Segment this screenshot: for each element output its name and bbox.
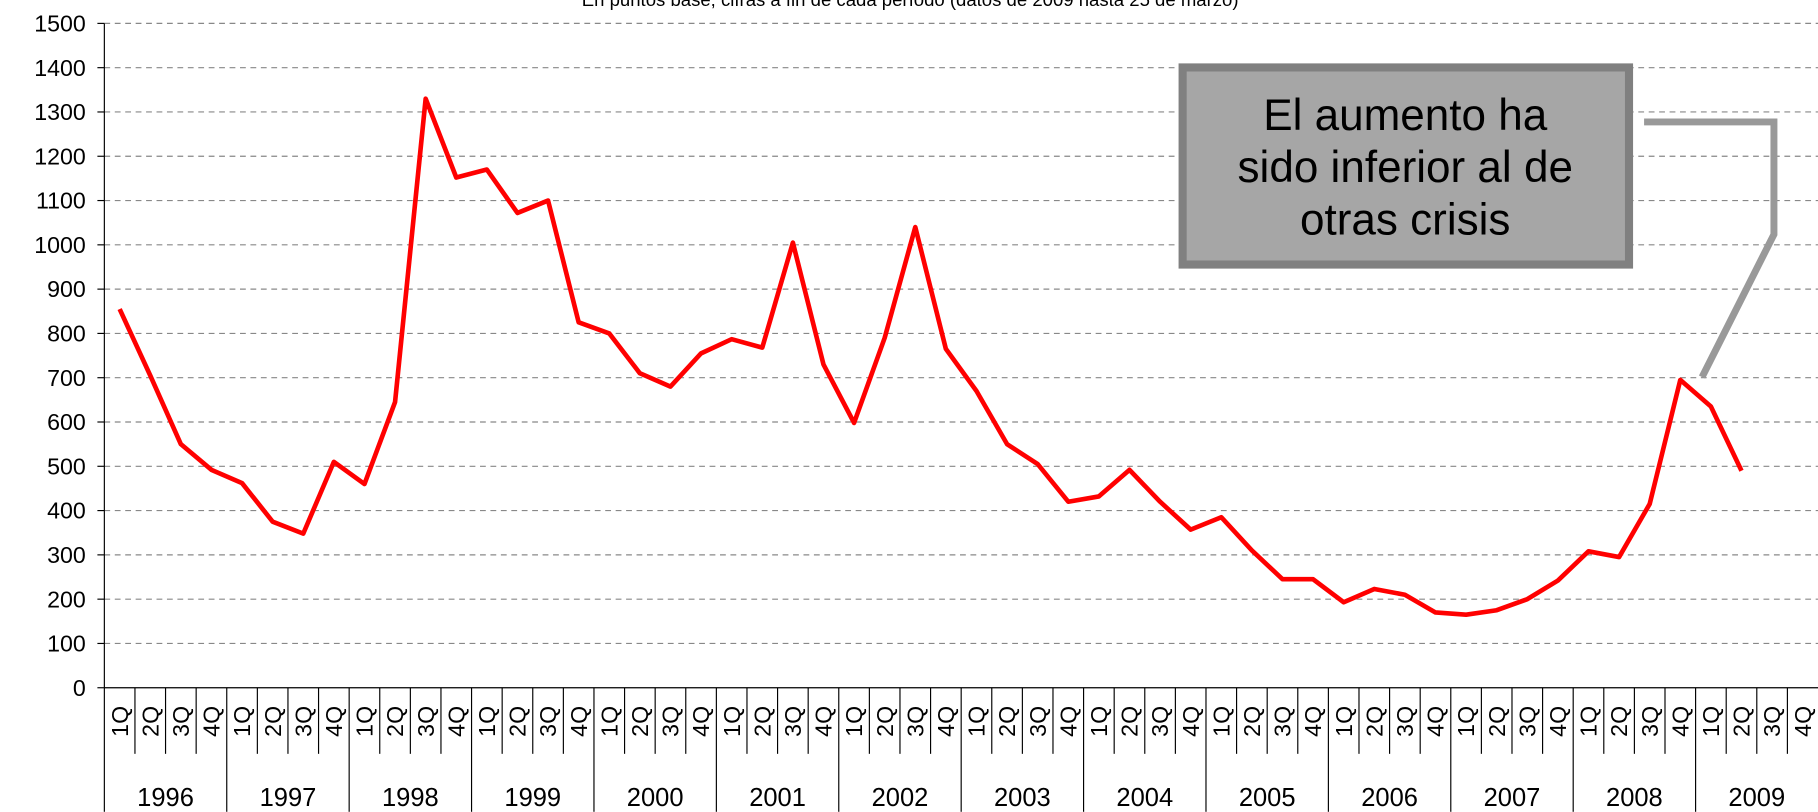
x-tick-label: 3Q	[1025, 706, 1051, 737]
x-tick-label: 3Q	[1270, 706, 1296, 737]
annotation-text: sido inferior al de	[1238, 143, 1573, 192]
x-tick-label: 4Q	[811, 706, 837, 737]
year-label: 2001	[749, 784, 806, 812]
year-label: 2009	[1728, 784, 1785, 812]
y-tick-label: 600	[47, 409, 86, 435]
y-tick-label: 1000	[34, 232, 86, 258]
annotation-text: otras crisis	[1300, 195, 1510, 244]
x-tick-label: 1Q	[719, 706, 745, 737]
x-tick-label: 3Q	[535, 706, 561, 737]
x-tick-label: 1Q	[596, 706, 622, 737]
year-label: 2003	[994, 784, 1051, 812]
year-label: 2005	[1239, 784, 1296, 812]
x-tick-label: 1Q	[1331, 706, 1357, 737]
y-tick-label: 300	[47, 542, 86, 568]
x-tick-label: 3Q	[902, 706, 928, 737]
y-tick-label: 800	[47, 321, 86, 347]
x-tick-label: 3Q	[290, 706, 316, 737]
x-tick-label: 4Q	[321, 706, 347, 737]
x-tick-label: 2Q	[260, 706, 286, 737]
x-tick-label: 4Q	[933, 706, 959, 737]
year-label: 1998	[382, 784, 439, 812]
x-tick-label: 1Q	[1208, 706, 1234, 737]
x-tick-label: 4Q	[1055, 706, 1081, 737]
x-tick-label: 4Q	[1667, 706, 1693, 737]
x-tick-label: 1Q	[352, 706, 378, 737]
year-label: 1996	[137, 784, 194, 812]
x-tick-label: 4Q	[566, 706, 592, 737]
y-tick-label: 700	[47, 365, 86, 391]
x-tick-label: 4Q	[1790, 706, 1816, 737]
x-tick-label: 1Q	[1576, 706, 1602, 737]
x-tick-label: 2Q	[1239, 706, 1265, 737]
y-tick-label: 900	[47, 276, 86, 302]
x-tick-label: 1Q	[964, 706, 990, 737]
year-label: 1999	[504, 784, 561, 812]
year-label: 2000	[627, 784, 684, 812]
x-tick-label: 4Q	[688, 706, 714, 737]
x-tick-label: 3Q	[1514, 706, 1540, 737]
x-tick-label: 3Q	[1392, 706, 1418, 737]
y-tick-label: 1400	[34, 55, 86, 81]
y-tick-label: 1200	[34, 143, 86, 169]
y-tick-label: 1500	[34, 11, 86, 37]
chart-subtitle: En puntos base, cifras a fin de cada per…	[582, 0, 1239, 10]
x-tick-label: 1Q	[1453, 706, 1479, 737]
x-tick-label: 4Q	[1178, 706, 1204, 737]
x-tick-label: 2Q	[872, 706, 898, 737]
x-tick-label: 1Q	[1086, 706, 1112, 737]
x-tick-label: 1Q	[107, 706, 133, 737]
x-tick-label: 3Q	[168, 706, 194, 737]
x-tick-label: 3Q	[413, 706, 439, 737]
x-tick-label: 3Q	[1637, 706, 1663, 737]
x-tick-label: 2Q	[137, 706, 163, 737]
y-tick-label: 200	[47, 586, 86, 612]
y-tick-label: 500	[47, 453, 86, 479]
x-tick-label: 1Q	[1698, 706, 1724, 737]
x-tick-label: 2Q	[505, 706, 531, 737]
annotation-text: El aumento ha	[1263, 91, 1548, 140]
y-tick-label: 400	[47, 498, 86, 524]
annotation-connector	[1644, 118, 1778, 379]
y-tick-label: 0	[73, 675, 86, 701]
year-label: 2004	[1116, 784, 1173, 812]
year-label: 2007	[1484, 784, 1541, 812]
x-tick-label: 1Q	[229, 706, 255, 737]
x-tick-label: 3Q	[1759, 706, 1785, 737]
x-tick-label: 2Q	[382, 706, 408, 737]
year-label: 1997	[260, 784, 317, 812]
x-tick-label: 4Q	[1300, 706, 1326, 737]
x-tick-label: 4Q	[443, 706, 469, 737]
x-tick-label: 3Q	[658, 706, 684, 737]
x-tick-label: 2Q	[1361, 706, 1387, 737]
x-tick-label: 2Q	[1729, 706, 1755, 737]
x-tick-label: 2Q	[1484, 706, 1510, 737]
x-tick-label: 1Q	[474, 706, 500, 737]
x-tick-label: 2Q	[749, 706, 775, 737]
y-tick-label: 1100	[36, 188, 86, 214]
x-tick-label: 2Q	[627, 706, 653, 737]
x-tick-label: 3Q	[780, 706, 806, 737]
year-label: 2006	[1361, 784, 1418, 812]
y-tick-label: 1300	[34, 99, 86, 125]
y-tick-label: 100	[47, 631, 86, 657]
x-tick-label: 3Q	[1147, 706, 1173, 737]
x-tick-label: 4Q	[199, 706, 225, 737]
data-line	[117, 96, 1744, 617]
year-label: 2002	[872, 784, 929, 812]
x-tick-label: 2Q	[994, 706, 1020, 737]
year-label: 2008	[1606, 784, 1663, 812]
x-tick-label: 2Q	[1606, 706, 1632, 737]
x-tick-label: 2Q	[1117, 706, 1143, 737]
x-tick-label: 1Q	[841, 706, 867, 737]
x-tick-label: 4Q	[1423, 706, 1449, 737]
annotation-box	[1178, 63, 1634, 269]
x-tick-label: 4Q	[1545, 706, 1571, 737]
